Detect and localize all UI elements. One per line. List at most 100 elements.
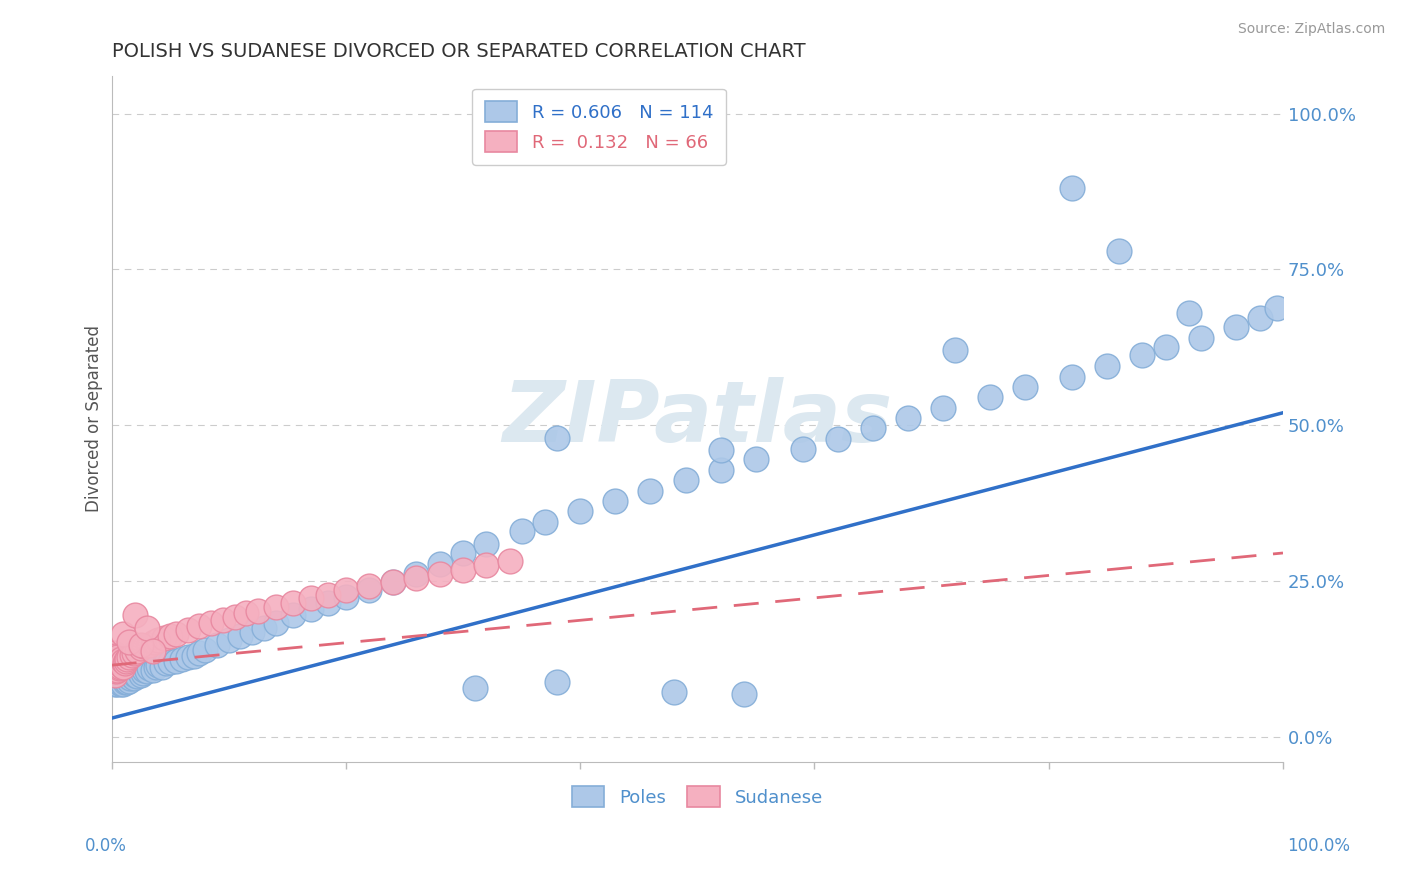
- Point: [240, 625, 263, 640]
- Point: [107, 665, 129, 679]
- Point: [129, 667, 152, 681]
- Point: [114, 666, 136, 681]
- Point: [112, 663, 135, 677]
- Point: [103, 673, 125, 688]
- Point: [124, 608, 146, 623]
- Point: [283, 596, 305, 610]
- Point: [381, 575, 404, 590]
- Point: [943, 343, 966, 358]
- Point: [932, 401, 955, 415]
- Point: [108, 654, 131, 668]
- Point: [125, 666, 148, 681]
- Point: [110, 677, 132, 691]
- Point: [381, 575, 404, 590]
- Point: [107, 677, 129, 691]
- Point: [224, 610, 246, 624]
- Point: [107, 655, 129, 669]
- Point: [103, 646, 125, 660]
- Point: [107, 650, 129, 665]
- Point: [229, 629, 252, 643]
- Point: [108, 660, 131, 674]
- Point: [103, 655, 125, 669]
- Point: [318, 596, 340, 610]
- Point: [105, 673, 128, 688]
- Point: [135, 665, 157, 679]
- Point: [165, 627, 187, 641]
- Point: [101, 661, 124, 675]
- Point: [979, 390, 1001, 404]
- Point: [1178, 306, 1201, 320]
- Point: [569, 504, 592, 518]
- Point: [104, 655, 127, 669]
- Point: [138, 638, 160, 652]
- Point: [253, 621, 276, 635]
- Point: [114, 654, 136, 668]
- Point: [132, 666, 155, 681]
- Point: [108, 663, 131, 677]
- Point: [103, 665, 125, 679]
- Point: [114, 665, 136, 679]
- Point: [235, 607, 257, 621]
- Point: [114, 673, 136, 688]
- Point: [112, 627, 135, 641]
- Point: [107, 663, 129, 677]
- Text: 100.0%: 100.0%: [1288, 837, 1350, 855]
- Point: [475, 536, 498, 550]
- Point: [1132, 348, 1154, 362]
- Point: [105, 652, 128, 666]
- Point: [212, 613, 235, 627]
- Point: [105, 661, 128, 675]
- Point: [1225, 319, 1247, 334]
- Point: [111, 675, 134, 690]
- Point: [138, 661, 160, 675]
- Point: [1265, 301, 1288, 315]
- Point: [264, 600, 287, 615]
- Point: [107, 661, 129, 675]
- Point: [464, 681, 486, 696]
- Point: [118, 635, 141, 649]
- Point: [429, 566, 451, 581]
- Point: [105, 667, 128, 681]
- Point: [114, 657, 136, 671]
- Point: [107, 667, 129, 681]
- Point: [108, 669, 131, 683]
- Point: [122, 646, 145, 660]
- Point: [121, 648, 143, 662]
- Point: [1014, 379, 1036, 393]
- Point: [107, 657, 129, 671]
- Point: [128, 665, 150, 679]
- Point: [148, 633, 170, 648]
- Point: [451, 563, 474, 577]
- Point: [101, 665, 124, 679]
- Point: [118, 650, 141, 665]
- Point: [112, 671, 135, 685]
- Legend: Poles, Sudanese: Poles, Sudanese: [565, 779, 830, 814]
- Point: [108, 675, 131, 690]
- Point: [710, 443, 733, 458]
- Point: [170, 652, 193, 666]
- Point: [247, 604, 270, 618]
- Point: [127, 644, 149, 658]
- Point: [183, 648, 205, 663]
- Point: [150, 660, 173, 674]
- Point: [405, 566, 427, 581]
- Point: [120, 671, 142, 685]
- Point: [605, 494, 627, 508]
- Point: [104, 648, 127, 663]
- Point: [318, 588, 340, 602]
- Point: [135, 621, 157, 635]
- Point: [675, 473, 697, 487]
- Point: [299, 602, 322, 616]
- Point: [205, 638, 228, 652]
- Text: 0.0%: 0.0%: [84, 837, 127, 855]
- Point: [107, 657, 129, 671]
- Point: [107, 671, 129, 685]
- Point: [127, 669, 149, 683]
- Point: [451, 546, 474, 560]
- Point: [188, 619, 211, 633]
- Point: [115, 675, 138, 690]
- Point: [1154, 340, 1177, 354]
- Point: [359, 583, 381, 598]
- Point: [103, 658, 125, 673]
- Point: [107, 661, 129, 675]
